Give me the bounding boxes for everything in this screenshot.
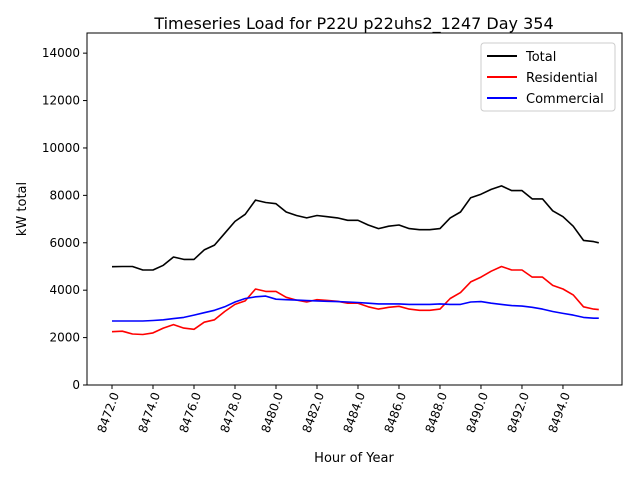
y-tick-label: 10000 <box>42 141 80 155</box>
x-tick-label: 8482.0 <box>300 390 328 434</box>
x-tick-label: 8488.0 <box>423 390 451 434</box>
y-tick-label: 14000 <box>42 46 80 60</box>
x-tick-label: 8494.0 <box>546 390 574 434</box>
x-tick-label: 8476.0 <box>177 390 205 434</box>
series-line-commercial <box>112 295 599 322</box>
y-tick-label: 0 <box>72 378 80 392</box>
series-line-residential <box>111 265 599 336</box>
legend-label: Commercial <box>526 92 604 107</box>
legend-label: Total <box>525 50 556 65</box>
x-tick-label: 8472.0 <box>95 390 123 434</box>
x-tick-label: 8484.0 <box>341 390 369 434</box>
legend-box <box>480 42 616 112</box>
x-tick-label: 8486.0 <box>382 390 410 434</box>
x-tick-label: 8478.0 <box>218 390 246 434</box>
legend-label: Residential <box>526 71 598 86</box>
x-tick-label: 8474.0 <box>136 390 164 434</box>
legend: Total Residential Commercial <box>480 42 616 112</box>
x-tick-label: 8492.0 <box>505 390 533 434</box>
y-tick-label: 12000 <box>42 94 80 108</box>
y-tick-label: 4000 <box>49 283 80 297</box>
y-tick-label: 2000 <box>49 331 80 345</box>
x-tick-label: 8490.0 <box>464 390 492 434</box>
x-tick-label: 8480.0 <box>259 390 287 434</box>
y-axis-label: kW total <box>15 182 30 236</box>
x-axis-label: Hour of Year <box>314 451 394 466</box>
y-tick-label: 6000 <box>49 236 80 250</box>
plot-frame <box>86 32 623 386</box>
series-line-total <box>111 185 599 271</box>
chart-title: Timeseries Load for P22U p22uhs2_1247 Da… <box>153 14 553 34</box>
y-tick-label: 8000 <box>49 188 80 202</box>
